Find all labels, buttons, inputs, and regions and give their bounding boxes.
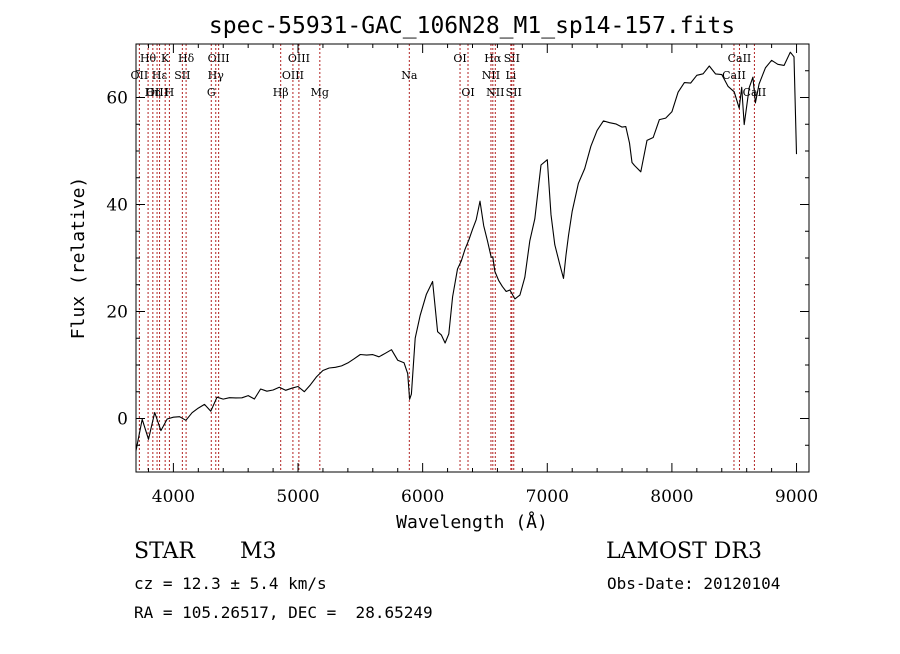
line-label-13: OIII [288,52,310,65]
x-tick-label-2: 6000 [401,487,444,507]
x-tick-label-1: 5000 [276,487,319,507]
line-label-25: CaII [728,52,752,65]
chart-title: spec-55931-GAC_106N28_M1_sp14-157.fits [209,13,735,39]
line-label-23: Li [505,69,516,82]
plot-frame [135,43,810,473]
y-tick-label-0: 0 [117,410,128,430]
y-tick-label-2: 40 [106,196,128,216]
coordinates: RA = 105.26517, DEC = 28.65249 [134,603,433,622]
line-label-5: H [165,86,175,99]
line-label-9: OIII [208,52,230,65]
obs-date: Obs-Date: 20120104 [607,574,781,593]
line-label-14: OIII [282,69,304,82]
survey-name: LAMOST DR3 [606,539,762,564]
x-tick-label-4: 8000 [650,487,693,507]
axis-ticks: 4000 5000 6000 7000 8000 9000 0 20 40 60 [106,43,818,507]
y-tick-label-1: 20 [106,303,128,323]
x-axis-label: Wavelength (Å) [396,511,548,533]
line-label-18: OI [461,86,474,99]
line-label-3: Hη [145,86,161,99]
line-label-11: G [207,86,216,99]
spectrum-series [135,51,798,451]
spectrum-line [135,51,798,451]
x-tick-label-0: 4000 [152,487,195,507]
line-label-26: CaII [722,69,746,82]
line-label-21: NII [486,86,504,99]
line-label-6: Hε [152,69,168,82]
line-label-22: SII [504,52,520,65]
y-tick-label-3: 60 [106,89,128,109]
line-label-1: OII [131,69,149,82]
x-tick-label-3: 7000 [526,487,569,507]
line-label-0: Hθ [140,52,157,65]
object-subclass: M3 [240,539,277,564]
x-tick-label-5: 9000 [775,487,818,507]
line-label-4: K [161,52,170,65]
object-class: STAR [134,539,195,564]
line-label-2: OIII [146,86,168,99]
line-label-15: Mg [311,86,329,99]
line-label-7: SII [174,69,190,82]
redshift-readout: cz = 12.3 ± 5.4 km/s [134,574,327,593]
line-label-10: Hγ [208,69,225,82]
line-label-20: NII [482,69,500,82]
line-label-8: Hδ [178,52,195,65]
line-label-24: SII [506,86,522,99]
line-label-16: Na [401,69,418,82]
line-label-17: OI [453,52,466,65]
y-axis-label: Flux (relative) [68,177,89,340]
line-label-19: Hα [484,52,502,65]
line-label-12: Hβ [273,86,289,99]
